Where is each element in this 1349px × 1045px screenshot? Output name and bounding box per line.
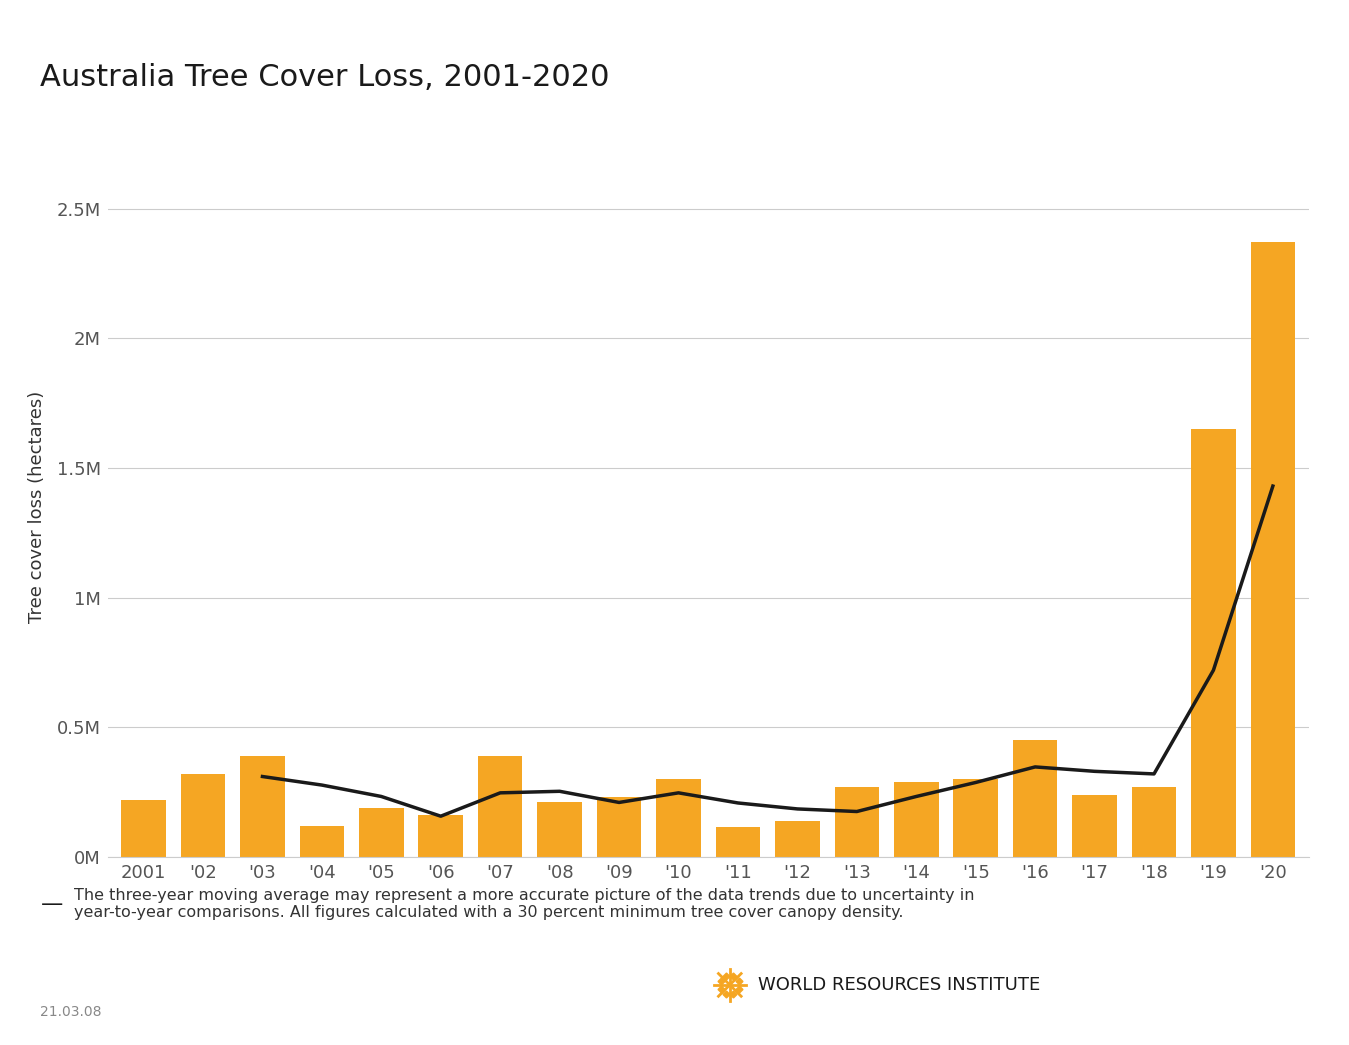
Y-axis label: Tree cover loss (hectares): Tree cover loss (hectares) [27, 391, 46, 623]
Text: 21.03.08: 21.03.08 [40, 1005, 103, 1019]
Text: WORLD RESOURCES INSTITUTE: WORLD RESOURCES INSTITUTE [758, 976, 1040, 995]
Bar [1251, 242, 1295, 857]
Text: The three-year moving average may represent a more accurate picture of the data : The three-year moving average may repres… [74, 887, 975, 921]
Bar [121, 799, 166, 857]
Text: —: — [40, 893, 63, 914]
Bar [835, 787, 880, 857]
Bar [656, 780, 700, 857]
Bar [240, 756, 285, 857]
Bar [478, 756, 522, 857]
Text: GLOBAL
FOREST
WATCH: GLOBAL FOREST WATCH [618, 957, 684, 1013]
Bar [299, 826, 344, 857]
Bar [894, 782, 939, 857]
Bar [537, 803, 581, 857]
Bar [1013, 740, 1058, 857]
Bar [716, 827, 761, 857]
Bar [359, 808, 403, 857]
Bar [418, 815, 463, 857]
Bar [1132, 787, 1176, 857]
Bar [1191, 429, 1236, 857]
Bar [954, 780, 998, 857]
Text: Australia Tree Cover Loss, 2001-2020: Australia Tree Cover Loss, 2001-2020 [40, 63, 610, 92]
Bar [596, 797, 641, 857]
Bar [1072, 794, 1117, 857]
Bar [776, 820, 820, 857]
Bar [181, 774, 225, 857]
